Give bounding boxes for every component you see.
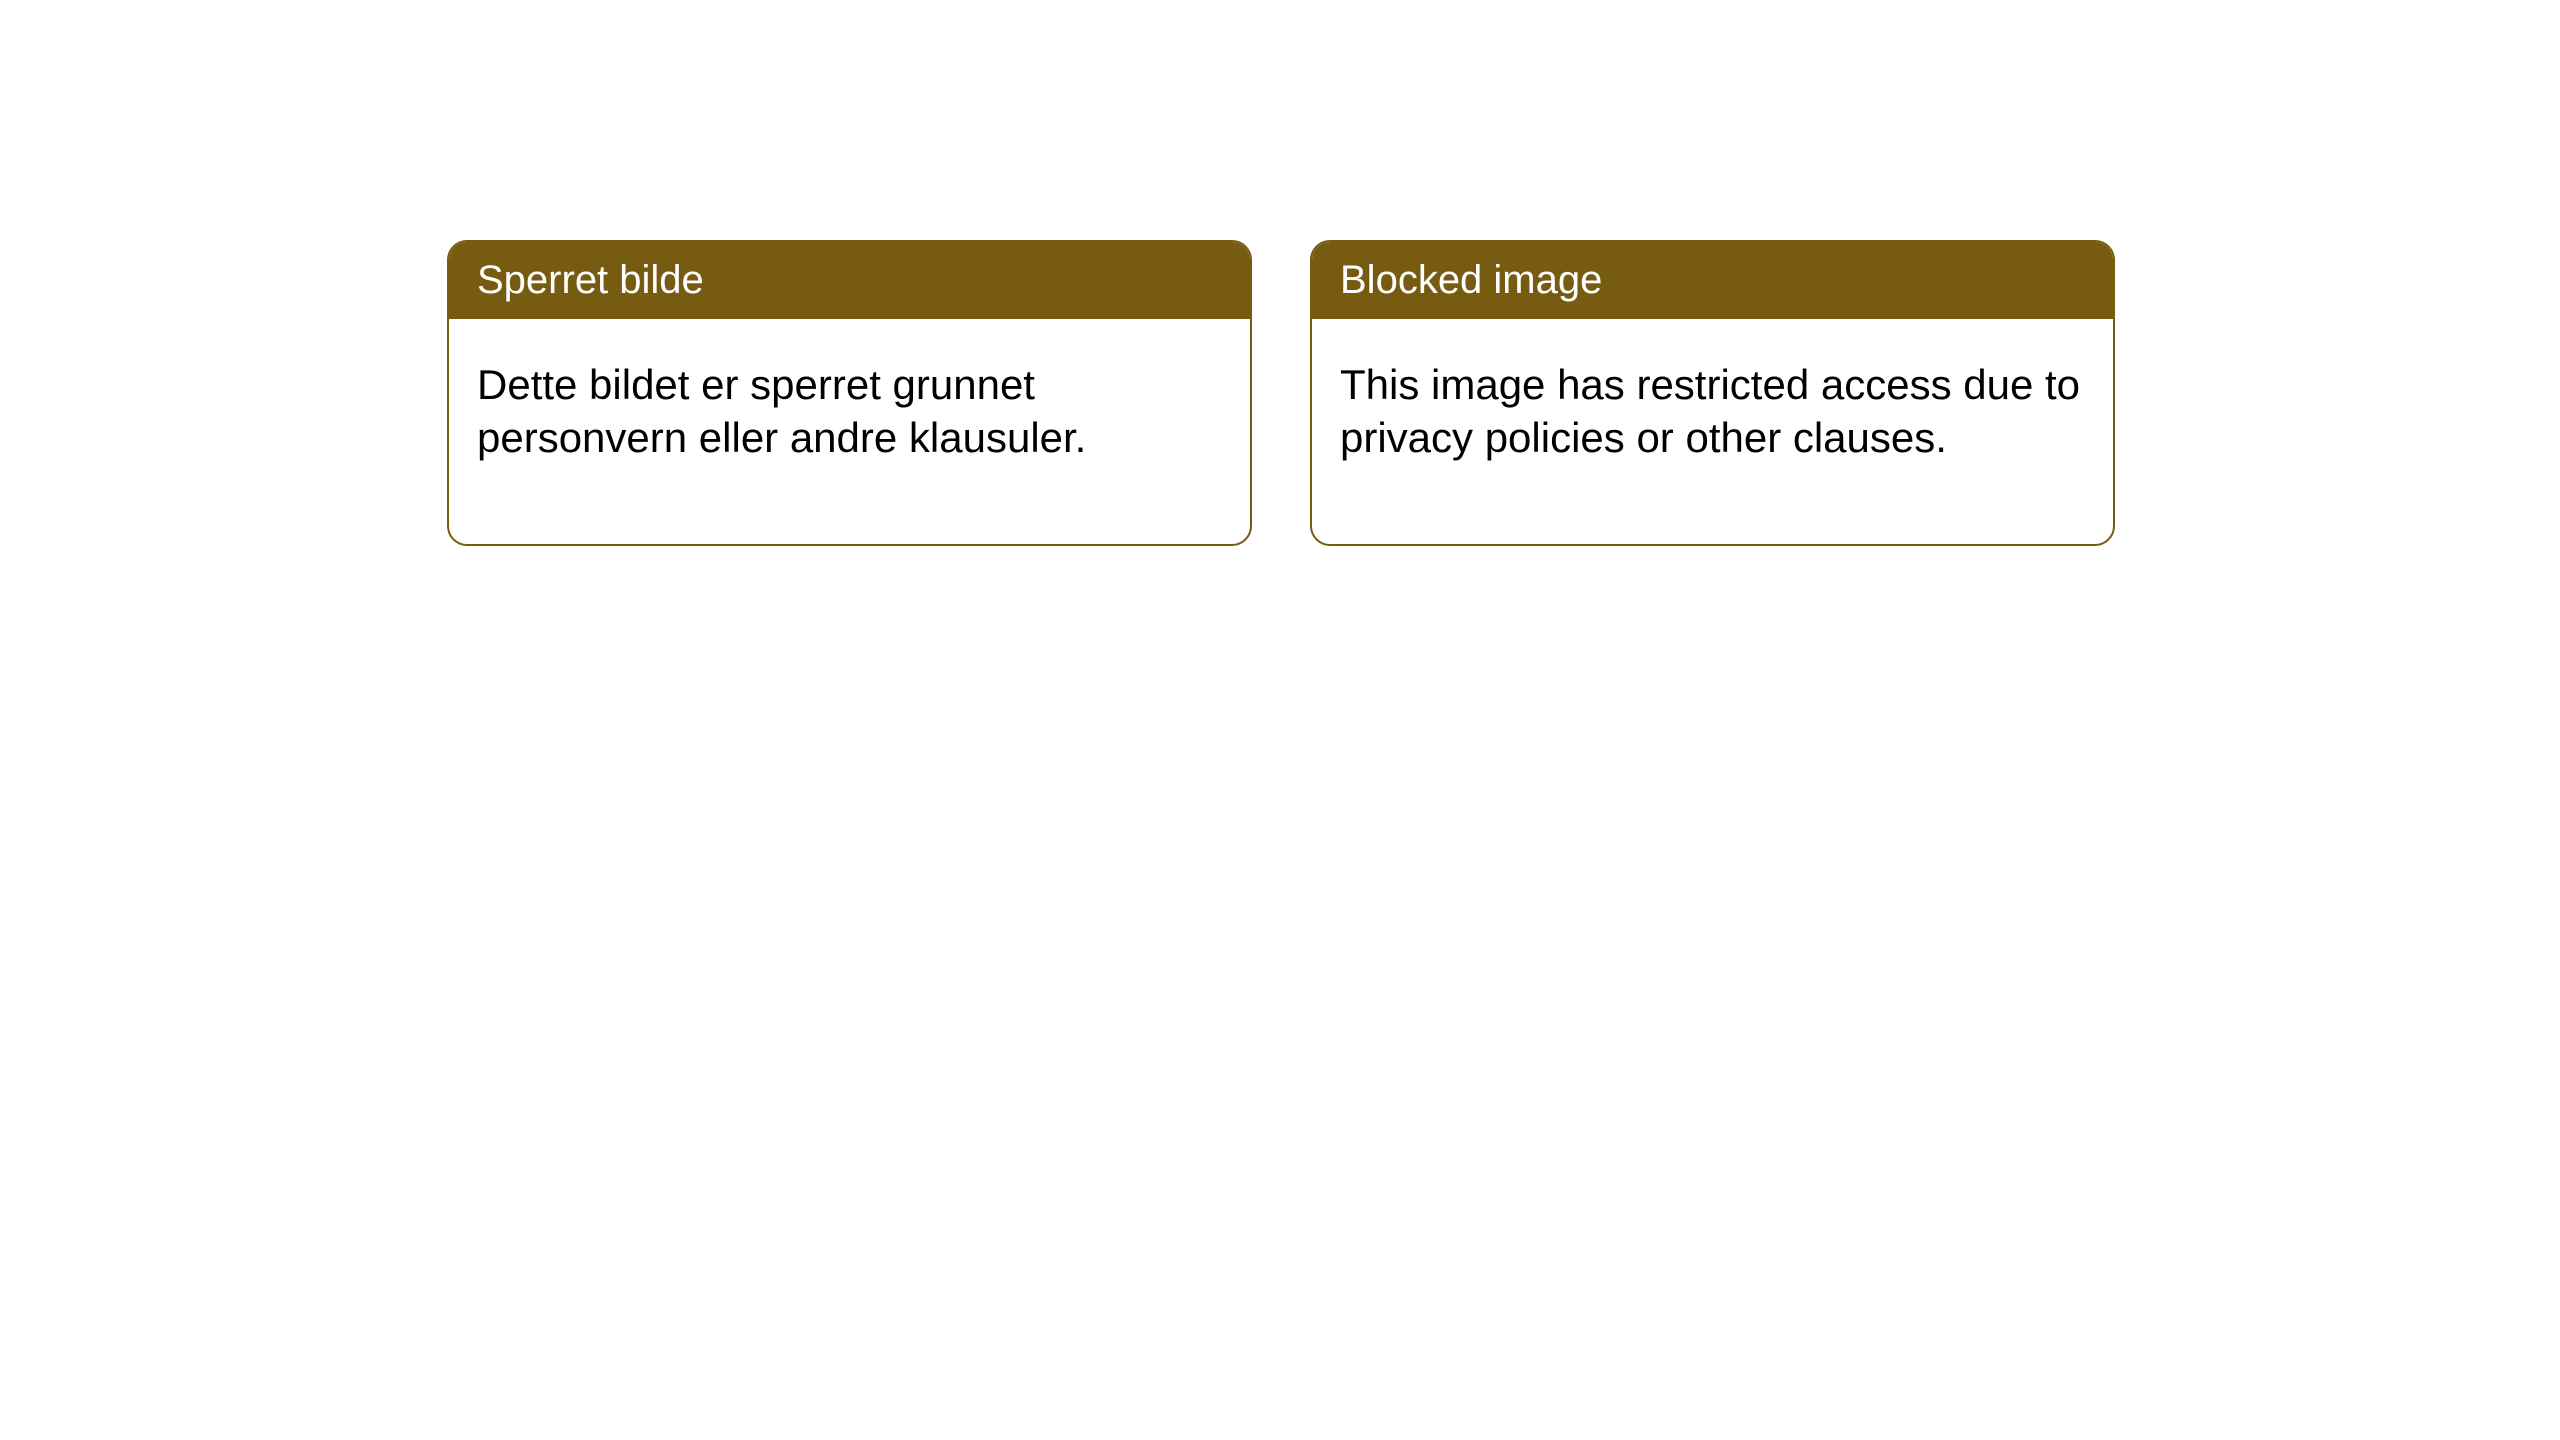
- notice-card-norwegian: Sperret bilde Dette bildet er sperret gr…: [447, 240, 1252, 546]
- notice-title: Blocked image: [1312, 242, 2113, 319]
- notice-body: This image has restricted access due to …: [1312, 319, 2113, 544]
- notice-card-english: Blocked image This image has restricted …: [1310, 240, 2115, 546]
- notice-container: Sperret bilde Dette bildet er sperret gr…: [447, 240, 2115, 546]
- notice-body: Dette bildet er sperret grunnet personve…: [449, 319, 1250, 544]
- notice-title: Sperret bilde: [449, 242, 1250, 319]
